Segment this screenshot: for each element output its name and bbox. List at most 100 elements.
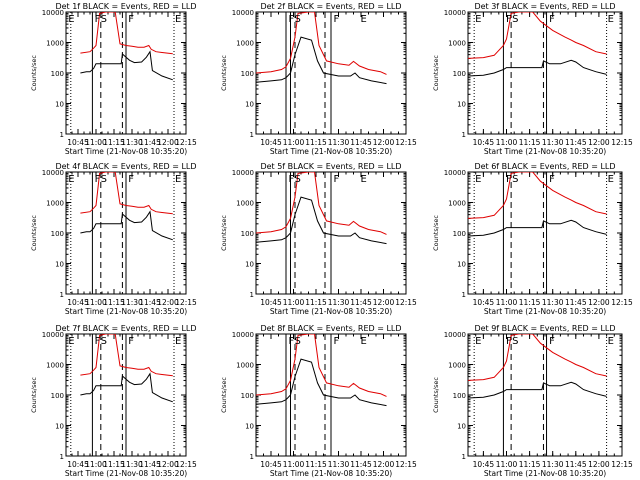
interval-marker-label: S	[295, 14, 301, 25]
y-tick-label: 10	[55, 261, 64, 269]
y-axis-label: Counts/sec	[30, 55, 38, 91]
y-tick-label: 1000	[236, 40, 254, 48]
x-tick-label: 12:15	[175, 298, 197, 307]
x-tick-label: 11:30	[328, 298, 350, 307]
y-tick-label: 1	[60, 291, 64, 299]
x-tick-label: 12:15	[611, 138, 633, 147]
y-tick-label: 100	[453, 70, 466, 78]
x-tick-label: 11:15	[519, 298, 541, 307]
x-tick-label: 12:15	[175, 138, 197, 147]
y-axis-label: Counts/sec	[432, 377, 440, 413]
interval-marker-label: F	[289, 336, 295, 347]
x-tick-label: 10:45	[260, 460, 282, 469]
x-tick-label: 11:45	[350, 460, 372, 469]
x-tick-label: 11:30	[121, 460, 143, 469]
y-tick-label: 10000	[42, 9, 64, 17]
panel-title: Det 3f BLACK = Events, RED = LLD	[474, 2, 615, 11]
y-tick-label: 1	[250, 453, 254, 461]
x-tick-label: 12:00	[157, 138, 179, 147]
y-tick-label: 1000	[448, 200, 466, 208]
x-tick-label: 10:45	[473, 298, 495, 307]
interval-marker-label: F	[128, 14, 134, 25]
x-tick-label: 11:30	[542, 298, 564, 307]
x-axis-label: Start Time (21-Nov-08 10:35:20)	[484, 469, 606, 478]
series-line-lld	[256, 12, 387, 75]
interval-marker-label: E	[608, 174, 614, 185]
interval-marker-label: F	[549, 174, 555, 185]
detector-panel-2: Det 2f BLACK = Events, RED = LLD11010010…	[220, 2, 417, 156]
interval-marker-label: E	[68, 14, 74, 25]
interval-marker-label: E	[175, 174, 181, 185]
detector-panel-3: Det 3f BLACK = Events, RED = LLD11010010…	[432, 2, 633, 156]
x-tick-label: 11:00	[283, 298, 305, 307]
x-tick-label: 11:45	[350, 298, 372, 307]
x-axis-label: Start Time (21-Nov-08 10:35:20)	[484, 147, 606, 156]
x-tick-label: 11:15	[519, 138, 541, 147]
y-tick-label: 10000	[232, 169, 254, 177]
y-tick-label: 1	[60, 453, 64, 461]
series-line-lld	[80, 12, 173, 55]
interval-marker-label: F	[506, 174, 512, 185]
panel-title: Det 5f BLACK = Events, RED = LLD	[260, 162, 401, 171]
x-tick-label: 11:00	[496, 138, 518, 147]
x-tick-label: 12:00	[373, 460, 395, 469]
y-tick-label: 1000	[46, 200, 64, 208]
interval-marker-label: F	[95, 174, 101, 185]
plot-frame	[467, 333, 623, 457]
series-line-events	[80, 210, 173, 241]
x-tick-label: 11:30	[121, 138, 143, 147]
y-tick-label: 1	[462, 291, 466, 299]
series-line-lld	[468, 12, 607, 59]
x-tick-label: 11:15	[305, 298, 327, 307]
interval-marker-label: S	[101, 14, 107, 25]
y-axis: 1 10 100 1000 10000	[232, 331, 406, 461]
x-tick-label: 11:00	[283, 460, 305, 469]
x-tick-label: 12:00	[588, 138, 610, 147]
y-tick-label: 10000	[444, 169, 466, 177]
y-tick-label: 100	[241, 230, 254, 238]
x-tick-label: 12:00	[373, 138, 395, 147]
series-line-events	[256, 196, 387, 245]
interval-marker-label: E	[475, 174, 481, 185]
x-axis-label: Start Time (21-Nov-08 10:35:20)	[65, 469, 187, 478]
interval-marker-label: F	[128, 336, 134, 347]
interval-marker-label: S	[101, 174, 107, 185]
x-tick-label: 12:00	[588, 460, 610, 469]
y-tick-label: 1000	[236, 200, 254, 208]
y-axis-label: Counts/sec	[30, 377, 38, 413]
x-axis-label: Start Time (21-Nov-08 10:35:20)	[270, 469, 392, 478]
x-tick-label: 10:45	[260, 138, 282, 147]
series-line-events	[256, 36, 387, 85]
interval-marker-label: E	[361, 14, 367, 25]
y-axis: 1 10 100 1000 10000	[42, 169, 186, 299]
x-tick-label: 10:45	[473, 460, 495, 469]
x-tick-label: 12:15	[175, 460, 197, 469]
series-line-lld	[256, 172, 387, 235]
interval-marker-label: S	[101, 336, 107, 347]
x-tick-label: 10:45	[67, 138, 89, 147]
y-axis: 1 10 100 1000 10000	[444, 9, 622, 139]
series-line-lld	[256, 334, 387, 397]
y-axis: 1 10 100 1000 10000	[444, 331, 622, 461]
x-tick-label: 11:00	[85, 460, 107, 469]
x-tick-label: 11:15	[103, 298, 125, 307]
detector-panel-7: Det 7f BLACK = Events, RED = LLD11010010…	[30, 324, 197, 478]
panel-title: Det 4f BLACK = Events, RED = LLD	[55, 162, 196, 171]
x-tick-label: 12:00	[157, 460, 179, 469]
series-line-lld	[80, 334, 173, 377]
plot-frame	[467, 11, 623, 135]
y-tick-label: 100	[453, 230, 466, 238]
plot-frame	[467, 171, 623, 295]
y-tick-label: 1	[60, 131, 64, 139]
y-tick-label: 10000	[42, 169, 64, 177]
